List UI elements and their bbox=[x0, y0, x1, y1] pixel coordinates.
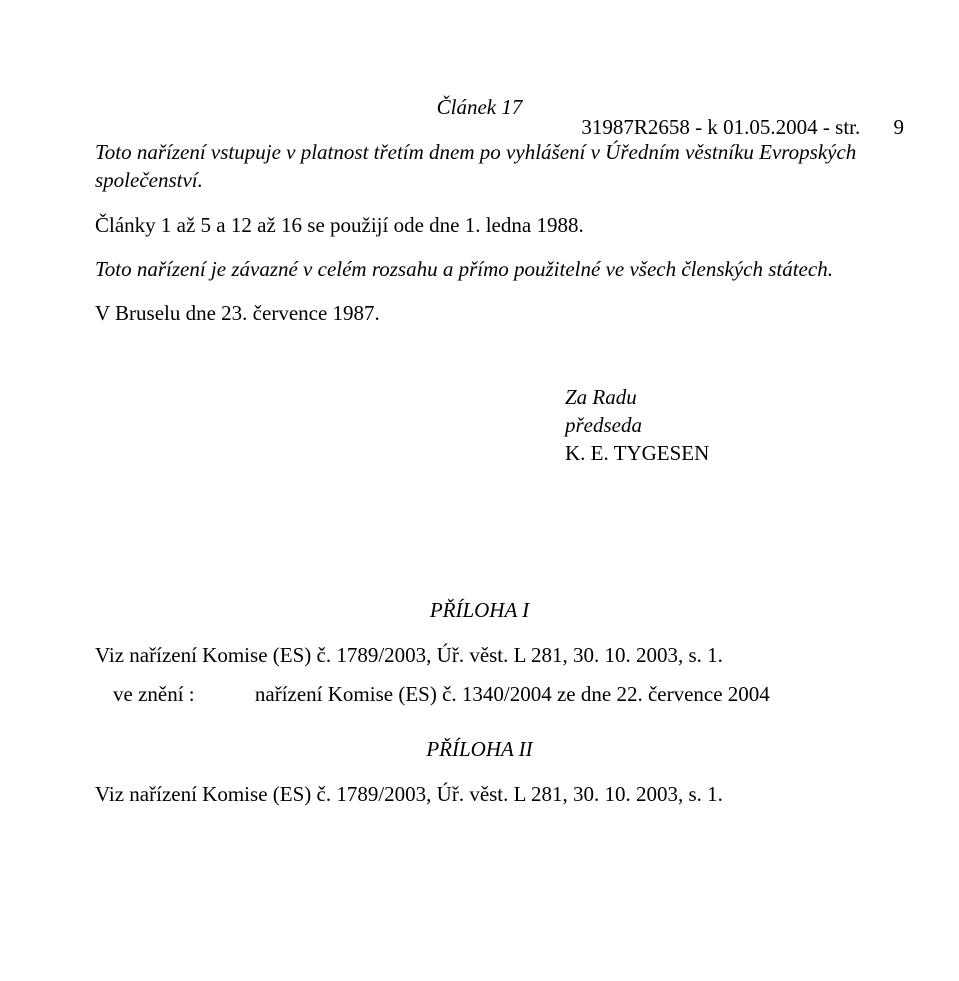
annex-1-amendment: ve znění : nařízení Komise (ES) č. 1340/… bbox=[95, 682, 864, 707]
article-paragraph-1: Toto nařízení vstupuje v platnost třetím… bbox=[95, 138, 864, 195]
amend-label: ve znění : bbox=[113, 682, 195, 707]
article-place-date: V Bruselu dne 23. července 1987. bbox=[95, 299, 864, 327]
header-doc-ref: 31987R2658 - k 01.05.2004 - str. bbox=[581, 115, 860, 139]
amend-text: nařízení Komise (ES) č. 1340/2004 ze dne… bbox=[255, 682, 770, 707]
header: 31987R2658 - k 01.05.2004 - str. 9 bbox=[581, 115, 904, 140]
article-paragraph-2: Články 1 až 5 a 12 až 16 se použijí ode … bbox=[95, 211, 864, 239]
annex-1-reference: Viz nařízení Komise (ES) č. 1789/2003, Ú… bbox=[95, 643, 864, 668]
signature-line-2: předseda bbox=[565, 411, 864, 439]
annex-2-reference: Viz nařízení Komise (ES) č. 1789/2003, Ú… bbox=[95, 782, 864, 807]
signature-name: K. E. TYGESEN bbox=[565, 439, 864, 467]
signature-line-1: Za Radu bbox=[565, 383, 864, 411]
signature-block: Za Radu předseda K. E. TYGESEN bbox=[565, 383, 864, 468]
header-page-number: 9 bbox=[894, 115, 905, 139]
annex-1-heading: PŘÍLOHA I bbox=[95, 598, 864, 623]
document-page: 31987R2658 - k 01.05.2004 - str. 9 Článe… bbox=[0, 95, 959, 981]
article-paragraph-3: Toto nařízení je závazné v celém rozsahu… bbox=[95, 255, 864, 283]
annex-2-heading: PŘÍLOHA II bbox=[95, 737, 864, 762]
